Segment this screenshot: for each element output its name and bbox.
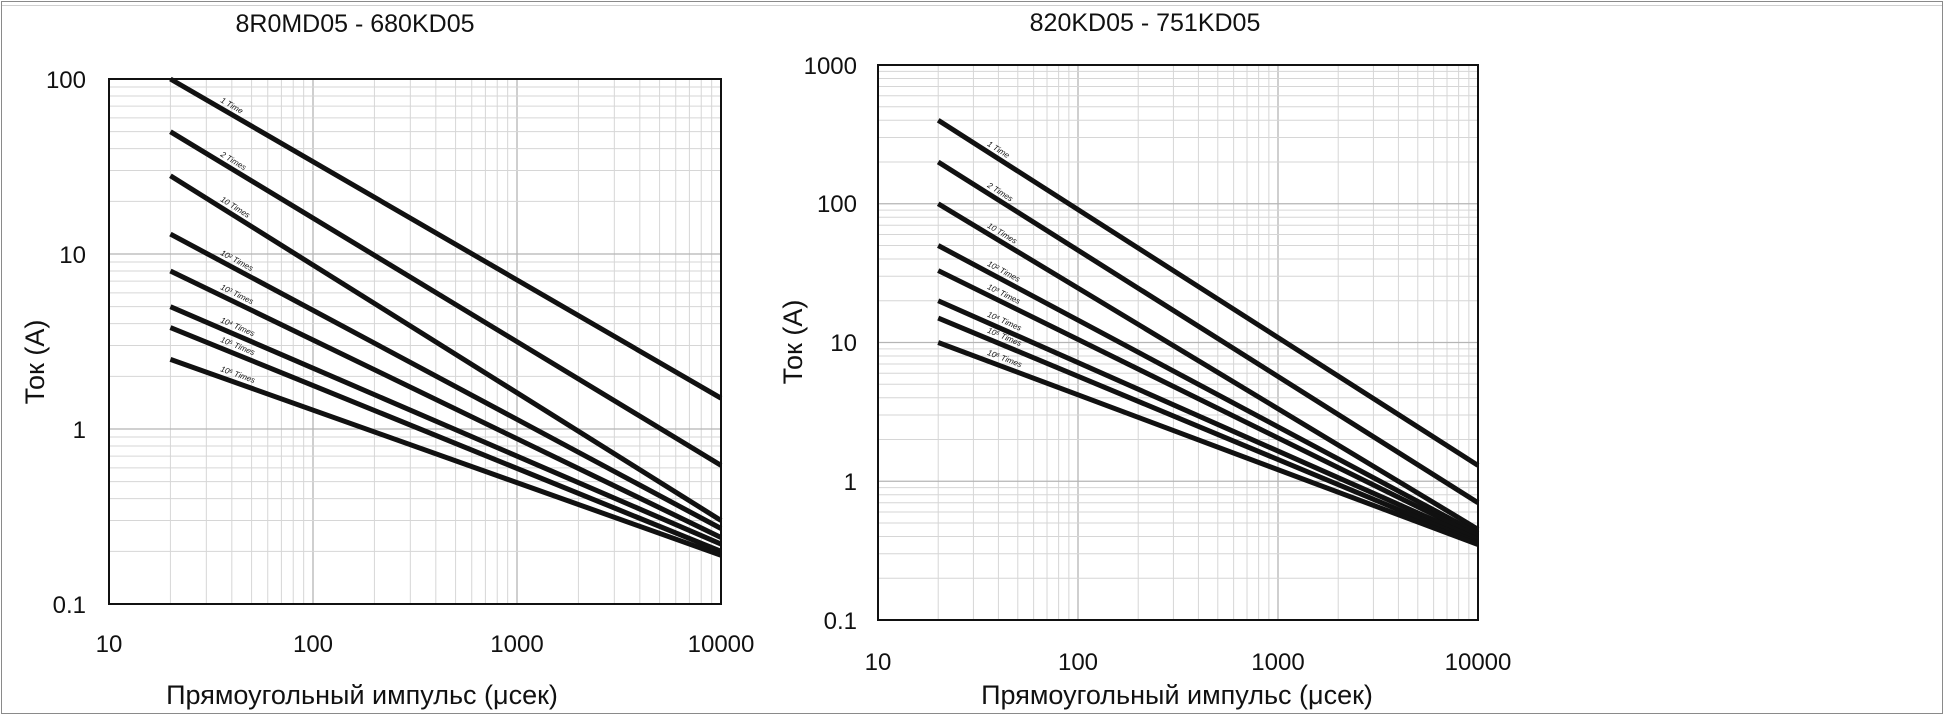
chart-2-x-tick-label: 1000 — [1251, 649, 1304, 676]
chart-1-y-axis-label: Ток (A) — [20, 320, 50, 405]
chart-2-x-tick-label: 100 — [1058, 649, 1098, 676]
chart-1-x-tick-label: 10000 — [688, 631, 755, 658]
series-line — [937, 243, 1480, 536]
series-line — [169, 173, 723, 523]
chart-1-x-tick-label: 1000 — [490, 631, 543, 658]
chart-1-plot-frame — [108, 78, 722, 605]
series-line — [936, 201, 1480, 532]
chart-2-y-tick-label: 10 — [830, 330, 857, 357]
series-line — [169, 129, 723, 468]
series-line — [937, 268, 1480, 539]
chart-1-y-tick-label: 100 — [46, 67, 86, 94]
chart-1-x-tick-label: 10 — [96, 631, 123, 658]
chart-2-y-tick-label: 1 — [844, 469, 857, 496]
series-line — [169, 325, 722, 554]
chart-1-x-tick-label: 100 — [293, 631, 333, 658]
series-line — [936, 159, 1480, 505]
chart-1-series — [169, 76, 723, 558]
series-line — [937, 298, 1480, 542]
chart-2-y-ticks: 0.1 1 10 100 1000 — [804, 53, 857, 635]
chart-1-x-ticks: 10 100 1000 10000 — [96, 631, 755, 658]
chart-2-y-axis-label: Ток (A) — [778, 300, 808, 385]
chart-2-x-tick-label: 10000 — [1445, 649, 1512, 676]
chart-1-y-tick-label: 1 — [73, 417, 86, 444]
chart-2-y-tick-label: 100 — [817, 191, 857, 218]
chart-2-x-tick-label: 10 — [865, 649, 892, 676]
series-line — [936, 118, 1480, 468]
chart-2-grid — [877, 65, 1478, 621]
chart-1-y-tick-label: 0.1 — [53, 592, 86, 619]
series-line — [169, 76, 723, 401]
series-line — [169, 268, 723, 540]
series-line — [169, 357, 722, 558]
series-line — [169, 231, 723, 531]
series-line — [169, 304, 722, 547]
chart-2-x-ticks: 10 100 1000 10000 — [865, 649, 1512, 676]
chart-2-y-tick-label: 1000 — [804, 53, 857, 80]
chart-1-y-ticks: 0.1 1 10 100 — [46, 67, 86, 619]
chart-1-y-tick-label: 10 — [59, 242, 86, 269]
chart-2-y-tick-label: 0.1 — [824, 608, 857, 635]
chart-2-plot-frame — [877, 64, 1479, 621]
series-line — [937, 315, 1479, 546]
chart-1-title: 8R0MD05 - 680KD05 — [235, 10, 474, 38]
chart-1-x-axis-label: Прямоугольный импульс (μсек) — [166, 680, 558, 710]
series-line — [937, 340, 1479, 547]
chart-2-series — [936, 118, 1480, 547]
chart-2-x-axis-label: Прямоугольный импульс (μсек) — [981, 680, 1373, 710]
chart-2-title: 820KD05 - 751KD05 — [1030, 9, 1261, 37]
